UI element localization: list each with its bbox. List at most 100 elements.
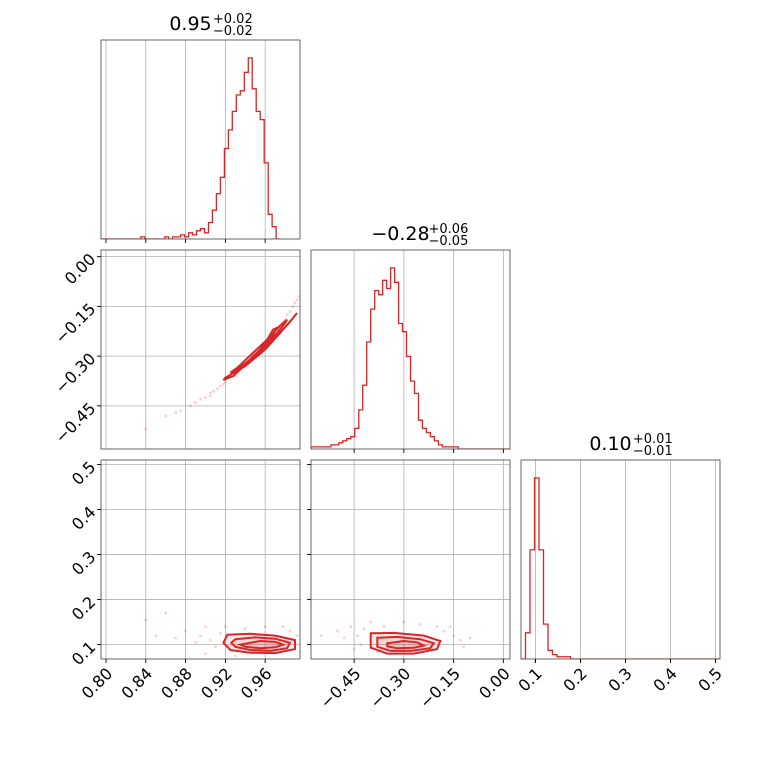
axes-frame bbox=[310, 459, 511, 660]
sample-point bbox=[285, 313, 289, 317]
sample-point bbox=[219, 631, 222, 635]
sample-point bbox=[362, 627, 366, 631]
y-tick-label: 0.2 bbox=[68, 592, 99, 623]
x-tick-label: 0.4 bbox=[649, 664, 680, 695]
title-p2: 0.10 bbox=[589, 433, 631, 455]
x-tick-label: −0.15 bbox=[416, 664, 464, 712]
contour-mid bbox=[229, 636, 292, 652]
x-tick-label: 0.1 bbox=[514, 664, 545, 695]
sample-point bbox=[419, 622, 422, 626]
sample-point bbox=[174, 411, 178, 414]
sample-point bbox=[219, 384, 222, 388]
y-tick-label: 0.4 bbox=[68, 502, 99, 533]
sample-point bbox=[221, 382, 225, 386]
sample-point bbox=[204, 652, 207, 655]
sample-point bbox=[442, 629, 446, 633]
sample-point bbox=[349, 625, 353, 628]
sample-point bbox=[154, 634, 158, 637]
sample-point bbox=[164, 611, 168, 615]
sample-point bbox=[319, 634, 323, 637]
sample-point bbox=[468, 636, 472, 640]
x-tick-label: 0.88 bbox=[157, 664, 196, 703]
x-tick-label: 0.96 bbox=[237, 664, 276, 703]
contour-outer bbox=[222, 632, 296, 655]
sample-point bbox=[223, 625, 227, 628]
y-tick-label: 0.3 bbox=[68, 547, 99, 578]
sample-point bbox=[452, 634, 456, 637]
x-tick-label: 0.80 bbox=[78, 664, 117, 703]
axes-frame bbox=[520, 459, 721, 660]
axes-frame bbox=[310, 249, 511, 450]
sample-point bbox=[462, 645, 465, 649]
pair-panel-p0-p1 bbox=[100, 249, 304, 450]
sample-point bbox=[435, 625, 439, 628]
pair-panel-p1-p2 bbox=[310, 459, 511, 660]
sample-point bbox=[342, 636, 346, 640]
y-tick-label: 0.1 bbox=[68, 638, 99, 669]
x-tick-label: 0.84 bbox=[118, 664, 157, 703]
sample-point bbox=[359, 643, 363, 646]
title-p0: 0.95 bbox=[169, 13, 211, 35]
histogram-p1 bbox=[311, 267, 510, 449]
title-p1: −0.28 bbox=[371, 223, 429, 245]
sample-point bbox=[295, 634, 299, 637]
sample-point bbox=[293, 301, 297, 305]
histogram-p2 bbox=[521, 477, 720, 659]
sample-point bbox=[184, 629, 187, 633]
contour-mid bbox=[376, 635, 436, 652]
title-lower-p2: −0.01 bbox=[633, 444, 673, 459]
sample-point bbox=[204, 625, 207, 628]
title-upper-p0: +0.02 bbox=[213, 12, 253, 27]
sample-point bbox=[382, 625, 386, 628]
x-tick-label: 0.2 bbox=[559, 664, 590, 695]
sample-point bbox=[448, 625, 452, 628]
sample-point bbox=[189, 404, 192, 408]
y-tick-label: 0.5 bbox=[68, 457, 99, 488]
x-tick-label: 0.92 bbox=[197, 664, 236, 703]
sample-point bbox=[209, 391, 212, 395]
x-tick-label: 0.00 bbox=[475, 664, 514, 703]
sample-point bbox=[194, 640, 197, 644]
sample-point bbox=[352, 647, 356, 651]
sample-point bbox=[223, 380, 227, 384]
axes-frame bbox=[100, 249, 301, 450]
x-tick-label: −0.30 bbox=[366, 664, 414, 712]
title-upper-p1: +0.06 bbox=[429, 222, 469, 237]
sample-point bbox=[243, 627, 247, 631]
contour-inner bbox=[248, 325, 280, 362]
title-lower-p1: −0.05 bbox=[429, 234, 469, 249]
title-lower-p0: −0.02 bbox=[213, 24, 253, 39]
hist-panel-p1: −0.28+0.06−0.05 bbox=[310, 222, 511, 453]
x-tick-label: −0.45 bbox=[316, 664, 364, 712]
sample-point bbox=[194, 401, 197, 404]
hist-panel-p0: 0.95 +0.02−0.02 bbox=[100, 12, 301, 243]
y-tick-label: −0.15 bbox=[51, 299, 99, 347]
sample-point bbox=[209, 394, 212, 398]
sample-point bbox=[214, 645, 217, 649]
axes-frame bbox=[100, 39, 301, 240]
sample-point bbox=[369, 620, 373, 624]
sample-point bbox=[301, 285, 304, 288]
contour-inner bbox=[386, 639, 427, 650]
contour-outer bbox=[369, 631, 442, 655]
sample-point bbox=[164, 414, 168, 418]
y-tick-label: −0.30 bbox=[51, 349, 99, 397]
sample-point bbox=[288, 629, 292, 633]
sample-point bbox=[144, 618, 148, 622]
sample-point bbox=[233, 654, 237, 658]
sample-point bbox=[458, 638, 462, 642]
pair-panel-p0-p2 bbox=[100, 459, 301, 660]
y-tick-label: −0.45 bbox=[51, 399, 99, 447]
sample-point bbox=[336, 629, 339, 633]
sample-point bbox=[263, 625, 267, 628]
histogram-p0 bbox=[101, 57, 281, 239]
x-tick-label: 0.3 bbox=[604, 664, 635, 695]
sample-point bbox=[199, 634, 202, 637]
axes-frame bbox=[100, 459, 301, 660]
y-tick-label: 0.00 bbox=[61, 250, 100, 289]
sample-point bbox=[402, 620, 406, 624]
sample-point bbox=[291, 304, 295, 308]
sample-point bbox=[295, 298, 299, 302]
contour-mid bbox=[229, 318, 288, 374]
